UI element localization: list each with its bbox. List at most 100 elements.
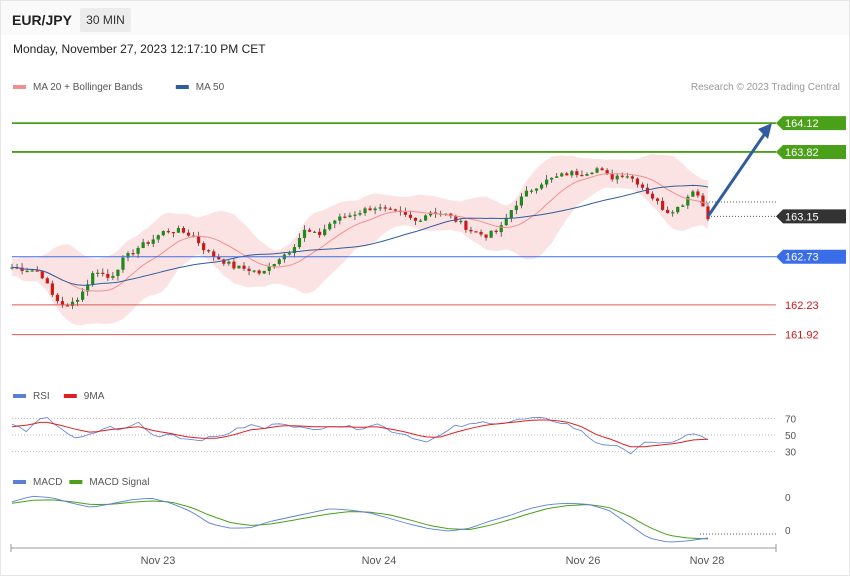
candle-body-64 [333, 220, 337, 224]
candle-body-98 [504, 218, 508, 226]
candle-body-74 [383, 207, 387, 209]
candle-body-91 [469, 229, 473, 232]
candle-body-25 [136, 247, 140, 254]
candle-body-11 [65, 305, 70, 307]
x-tick-label-1: Nov 24 [362, 555, 397, 567]
candle-body-35 [186, 232, 191, 236]
candle-body-89 [459, 220, 463, 223]
level-label-3: 162.73 [785, 252, 819, 264]
candle-body-23 [126, 253, 130, 258]
candle-body-116 [595, 168, 599, 173]
candle-body-65 [338, 216, 342, 221]
candle-body-70 [363, 208, 367, 214]
candle-body-14 [81, 291, 85, 300]
current-price-tag [776, 209, 846, 224]
candle-body-20 [111, 275, 115, 278]
candle-body-3 [25, 270, 29, 273]
candle-body-80 [413, 217, 418, 221]
candle-body-52 [272, 264, 276, 267]
candle-body-106 [545, 179, 549, 185]
candle-body-90 [464, 220, 468, 230]
candle-body-82 [423, 215, 428, 221]
main-legend-label-0: MA 20 + Bollinger Bands [33, 82, 143, 93]
x-tick-label-3: Nov 28 [690, 555, 725, 567]
candle-body-17 [96, 272, 100, 274]
candle-body-93 [479, 231, 483, 235]
level-tag-0 [776, 116, 846, 131]
candle-body-56 [292, 247, 297, 254]
rsi-legend-label-0: RSI [33, 391, 50, 402]
candle-body-10 [60, 301, 65, 306]
candle-body-19 [106, 273, 110, 278]
candle-body-127 [650, 193, 655, 199]
candle-body-137 [701, 195, 705, 207]
candle-body-69 [358, 213, 362, 215]
ma20-line [11, 173, 709, 292]
candle-body-40 [212, 251, 216, 257]
candle-body-6 [40, 270, 44, 279]
candle-body-8 [50, 283, 54, 295]
candle-body-66 [343, 216, 347, 218]
candle-body-16 [91, 273, 95, 285]
candle-body-41 [217, 256, 221, 260]
rsi-ma-line [11, 419, 709, 448]
candle-body-129 [661, 200, 665, 210]
candle-body-125 [640, 184, 645, 188]
candle-body-61 [318, 231, 322, 236]
candle-body-24 [131, 253, 135, 255]
candle-body-126 [645, 187, 650, 194]
candle-body-67 [348, 215, 352, 218]
timeframe-button[interactable]: 30 MIN [80, 8, 131, 32]
candle-body-29 [156, 235, 160, 240]
candle-body-43 [227, 261, 231, 264]
candle-body-71 [368, 208, 372, 211]
candle-body-81 [418, 220, 423, 222]
candle-body-39 [207, 250, 211, 252]
level-label-5: 161.92 [785, 330, 819, 342]
candle-body-134 [686, 196, 690, 206]
level-label-0: 164.12 [785, 118, 819, 130]
bollinger-band [12, 154, 708, 326]
candle-body-58 [302, 229, 307, 238]
candle-body-105 [539, 184, 544, 189]
candle-body-28 [151, 239, 155, 244]
candle-body-138 [706, 206, 710, 220]
candle-body-111 [570, 171, 574, 176]
candle-body-118 [605, 170, 609, 174]
candle-body-15 [86, 284, 90, 292]
candle-body-96 [494, 230, 498, 233]
candle-body-46 [242, 265, 246, 269]
macd-level-label-0: 0 [785, 493, 791, 504]
candle-body-32 [171, 232, 175, 234]
candle-body-26 [141, 242, 145, 248]
candle-body-104 [534, 188, 539, 191]
candle-body-101 [519, 196, 523, 206]
candle-body-121 [620, 175, 624, 177]
rsi-level-label-0: 70 [785, 414, 797, 425]
candle-body-4 [30, 270, 34, 272]
candle-body-18 [101, 272, 105, 274]
x-tick-label-0: Nov 23 [141, 555, 176, 567]
candle-body-49 [257, 270, 261, 274]
macd-line [11, 495, 709, 543]
candle-body-27 [146, 242, 150, 244]
candle-body-136 [696, 191, 700, 196]
candle-body-60 [313, 231, 317, 233]
candle-body-38 [202, 243, 206, 251]
candle-body-37 [197, 236, 201, 244]
candle-body-50 [262, 270, 266, 274]
candle-body-107 [550, 177, 554, 180]
candle-body-128 [655, 198, 660, 201]
candle-body-135 [691, 191, 695, 197]
level-label-4: 162.23 [785, 300, 819, 312]
candle-body-44 [232, 261, 236, 269]
candle-body-33 [176, 227, 181, 233]
rsi-line [11, 416, 709, 455]
macd-level-label-1: 0 [785, 526, 791, 537]
candle-body-48 [252, 270, 256, 272]
candle-body-123 [630, 176, 634, 179]
candle-body-132 [676, 206, 680, 213]
level-tag-3 [776, 249, 846, 264]
macd-signal-line [11, 499, 709, 540]
